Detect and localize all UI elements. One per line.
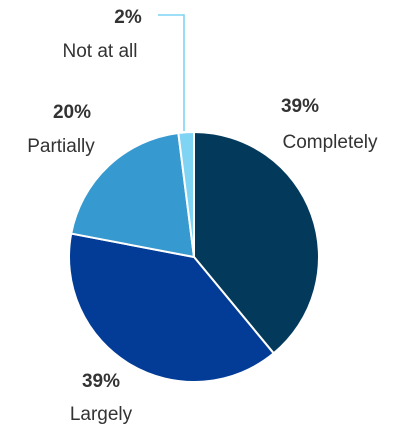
leader-line-not-at-all <box>158 14 185 131</box>
pie-slices <box>68 131 320 383</box>
slice-label-largely-name: Largely <box>70 404 133 425</box>
pie-slice-largely <box>68 232 275 383</box>
slice-label-completely-value: 39% <box>281 96 319 117</box>
pie-slice-not-at-all <box>177 131 195 258</box>
slice-label-not-at-all-name: Not at all <box>63 41 138 62</box>
slice-label-completely-name: Completely <box>282 132 378 153</box>
pie-slice-completely <box>193 131 320 355</box>
slice-label-partially-name: Partially <box>27 136 95 157</box>
slice-label-not-at-all-value: 2% <box>114 7 142 28</box>
slice-label-largely-value: 39% <box>82 371 120 392</box>
pie-slice-partially <box>70 131 195 258</box>
slice-label-partially-value: 20% <box>53 102 91 123</box>
